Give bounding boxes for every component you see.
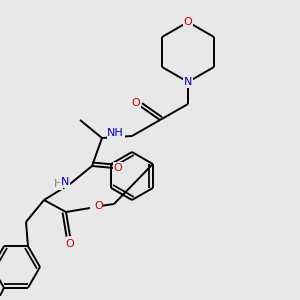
Text: O: O	[184, 17, 192, 27]
Text: N: N	[61, 177, 69, 187]
Text: O: O	[66, 239, 74, 249]
Text: H: H	[54, 179, 62, 189]
Text: NH: NH	[107, 128, 124, 138]
Text: O: O	[94, 201, 103, 211]
Text: O: O	[114, 163, 122, 173]
Text: N: N	[184, 77, 192, 87]
Text: O: O	[132, 98, 140, 108]
